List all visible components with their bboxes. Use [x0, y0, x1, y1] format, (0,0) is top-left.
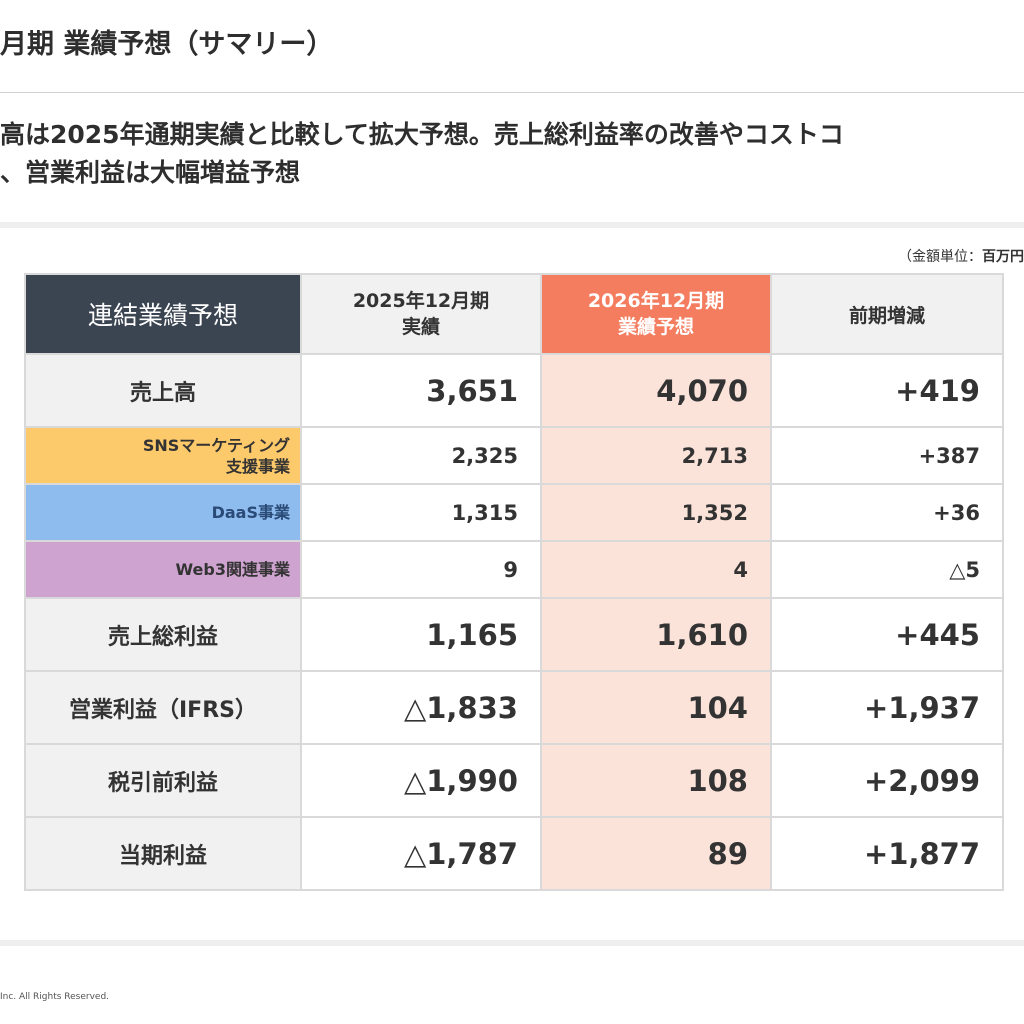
header-label: 連結業績予想: [24, 273, 302, 355]
segment-label-line2: 支援事業: [225, 456, 290, 476]
cell-diff: +2,099: [770, 743, 1004, 818]
cell-prev: 2,325: [300, 426, 542, 485]
table-row: 税引前利益 △1,990 108 +2,099: [24, 743, 1004, 818]
cell-prev: 1,165: [300, 597, 542, 672]
cell-forecast: 1,610: [540, 597, 772, 672]
table-row: Web3関連事業 9 4 △5: [24, 540, 1004, 599]
cell-prev: 3,651: [300, 353, 542, 428]
row-label: 売上高: [24, 353, 302, 428]
forecast-table: 連結業績予想 2025年12月期 実績 2026年12月期 業績予想 前期増減 …: [24, 273, 1004, 891]
cell-prev: 9: [300, 540, 542, 599]
content-band-bottom: [0, 940, 1024, 946]
cell-forecast: 89: [540, 816, 772, 891]
cell-forecast: 104: [540, 670, 772, 745]
cell-forecast: 1,352: [540, 483, 772, 542]
table-row: 営業利益（IFRS） △1,833 104 +1,937: [24, 670, 1004, 745]
table-header-row: 連結業績予想 2025年12月期 実績 2026年12月期 業績予想 前期増減: [24, 273, 1004, 355]
cell-prev: △1,990: [300, 743, 542, 818]
lead-line-2: 、営業利益は大幅増益予想: [0, 158, 301, 187]
table-row: 当期利益 △1,787 89 +1,877: [24, 816, 1004, 891]
row-label: 売上総利益: [24, 597, 302, 672]
cell-diff: +1,937: [770, 670, 1004, 745]
title-divider: [0, 92, 1024, 93]
lead-message: 高は2025年通期実績と比較して拡大予想。売上総利益率の改善やコストコ 、営業利…: [0, 116, 1024, 196]
table-row: SNSマーケティング 支援事業 2,325 2,713 +387: [24, 426, 1004, 485]
cell-diff: +1,877: [770, 816, 1004, 891]
header-forecast-year: 2026年12月期 業績予想: [540, 273, 772, 355]
cell-forecast: 4: [540, 540, 772, 599]
unit-prefix: （金額単位：: [898, 249, 982, 265]
table-row: 売上高 3,651 4,070 +419: [24, 353, 1004, 428]
content-band-top: [0, 222, 1024, 228]
cell-diff: +419: [770, 353, 1004, 428]
row-label: 営業利益（IFRS）: [24, 670, 302, 745]
header-prev-line2: 実績: [401, 316, 440, 338]
header-curr-line2: 業績予想: [617, 316, 694, 338]
table-row: DaaS事業 1,315 1,352 +36: [24, 483, 1004, 542]
header-prev-line1: 2025年12月期: [352, 290, 490, 312]
cell-prev: △1,787: [300, 816, 542, 891]
segment-label-line1: SNSマーケティング: [142, 435, 290, 455]
table-row: 売上総利益 1,165 1,610 +445: [24, 597, 1004, 672]
copyright-footer: Inc. All Rights Reserved.: [0, 992, 110, 1002]
unit-value: 百万円: [982, 249, 1024, 265]
segment-label-sns: SNSマーケティング 支援事業: [24, 426, 302, 485]
segment-label-web3: Web3関連事業: [24, 540, 302, 599]
row-label: 当期利益: [24, 816, 302, 891]
row-label: 税引前利益: [24, 743, 302, 818]
cell-diff: +387: [770, 426, 1004, 485]
header-diff: 前期増減: [770, 273, 1004, 355]
segment-label-daas: DaaS事業: [24, 483, 302, 542]
cell-forecast: 2,713: [540, 426, 772, 485]
currency-unit-note: （金額単位：百万円: [898, 246, 1024, 266]
lead-line-1: 高は2025年通期実績と比較して拡大予想。売上総利益率の改善やコストコ: [0, 120, 844, 149]
cell-forecast: 4,070: [540, 353, 772, 428]
cell-prev: △1,833: [300, 670, 542, 745]
header-prev-year: 2025年12月期 実績: [300, 273, 542, 355]
cell-forecast: 108: [540, 743, 772, 818]
header-curr-line1: 2026年12月期: [587, 290, 725, 312]
slide-title: 月期 業績予想（サマリー）: [0, 29, 334, 60]
cell-diff: +445: [770, 597, 1004, 672]
cell-diff: △5: [770, 540, 1004, 599]
cell-prev: 1,315: [300, 483, 542, 542]
cell-diff: +36: [770, 483, 1004, 542]
